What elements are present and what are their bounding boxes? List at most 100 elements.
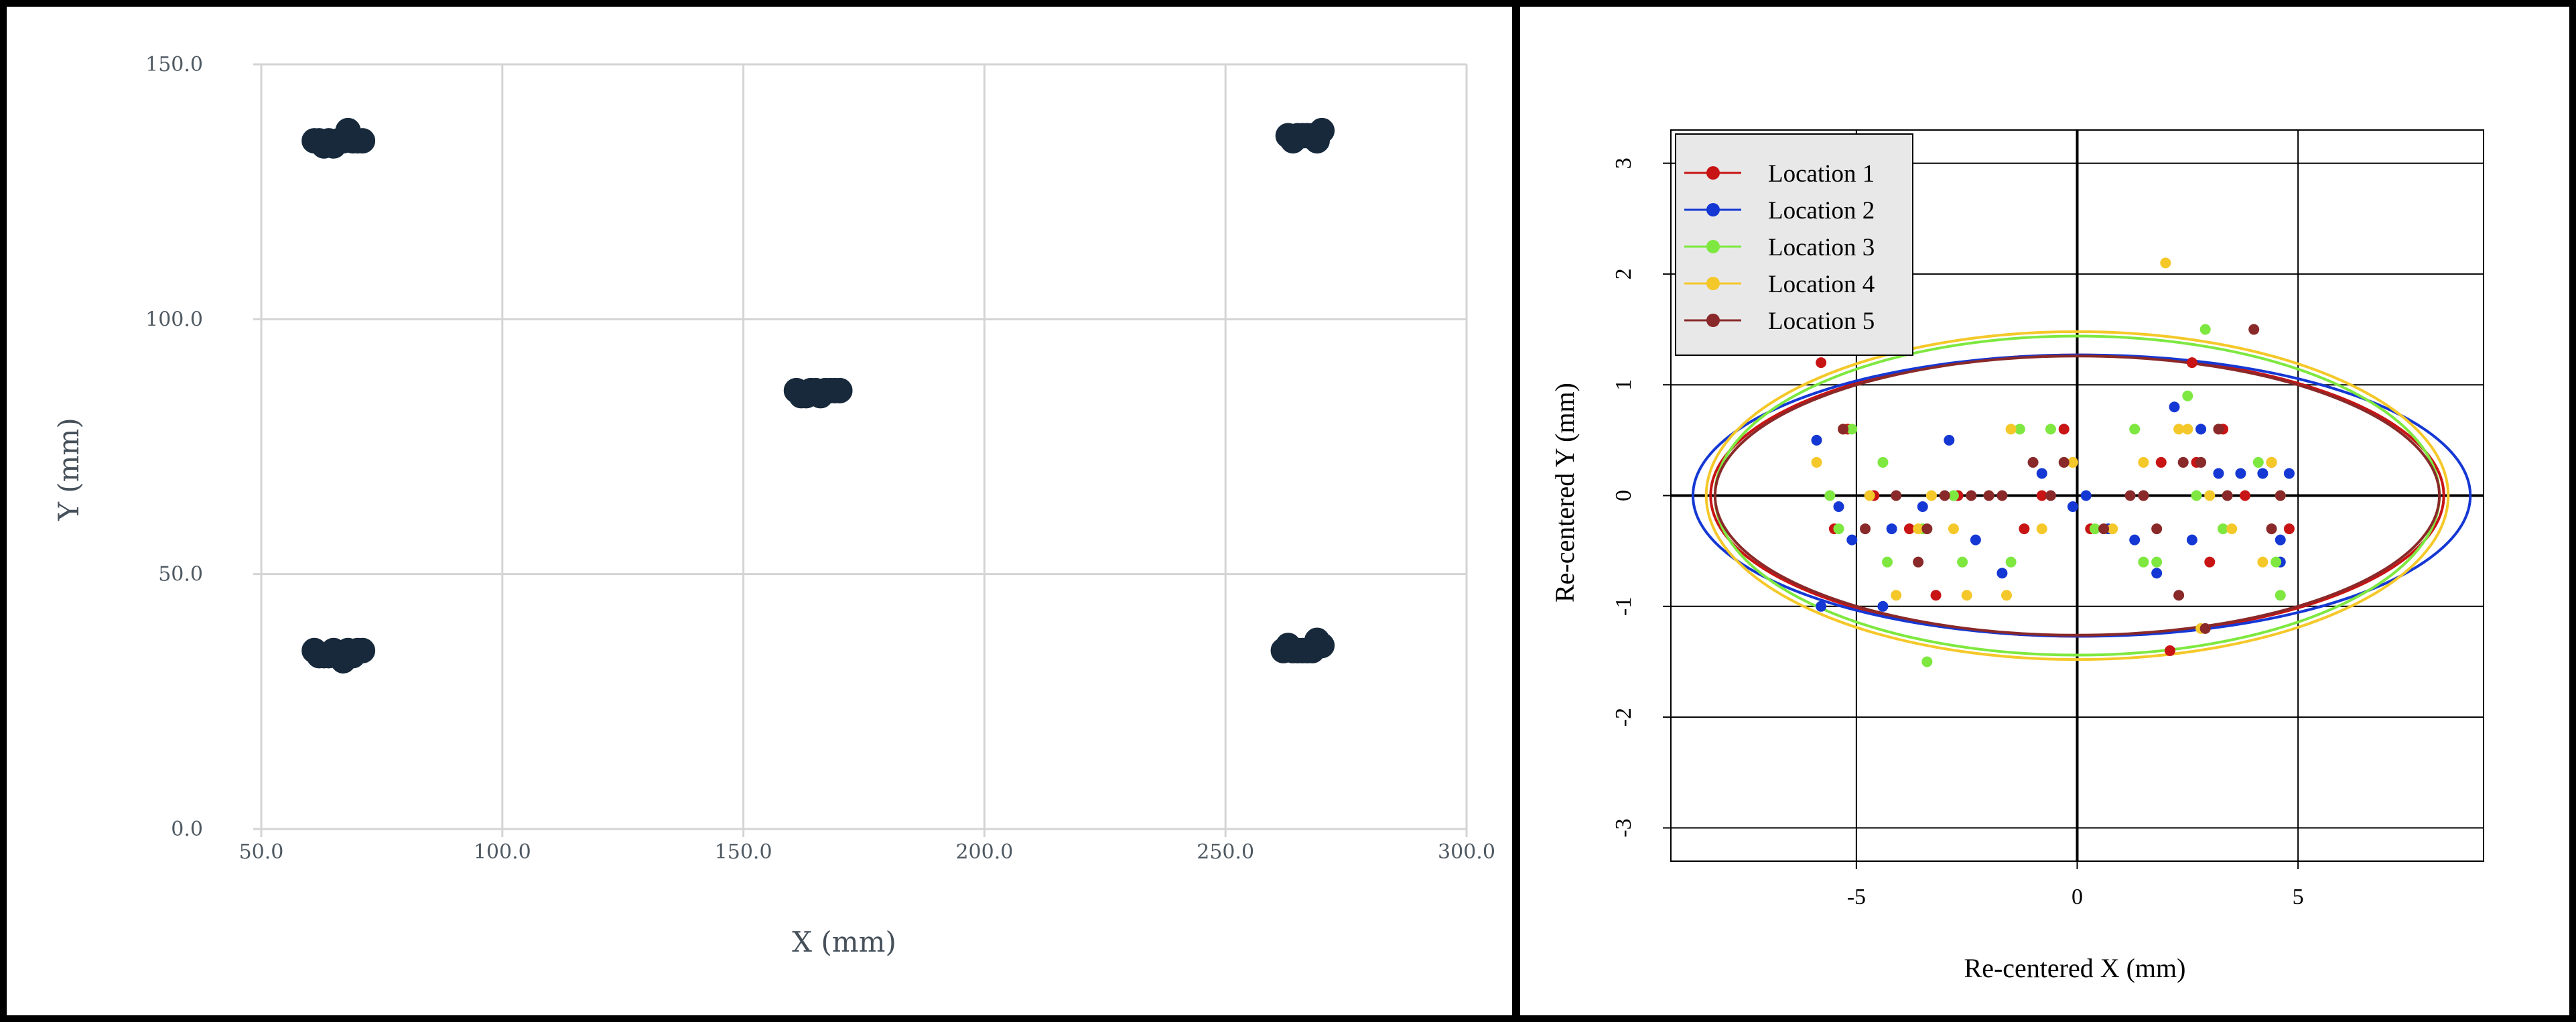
right-point-location-2 bbox=[1886, 523, 1897, 535]
panel-divider bbox=[1512, 0, 1520, 1022]
right-point-location-3 bbox=[1877, 456, 1889, 468]
right-point-location-2 bbox=[2235, 468, 2246, 479]
left-data-point bbox=[803, 377, 829, 403]
right-point-location-2 bbox=[2283, 468, 2295, 479]
right-point-location-4 bbox=[1961, 590, 1972, 601]
right-point-location-5 bbox=[2045, 490, 2056, 501]
right-point-location-1 bbox=[2019, 523, 2030, 535]
right-point-location-4 bbox=[1925, 490, 1937, 501]
right-y-tick-label: 2 bbox=[1611, 268, 1636, 279]
left-x-tick-label: 150.0 bbox=[715, 840, 772, 864]
right-point-location-2 bbox=[1877, 600, 1889, 612]
right-point-location-1 bbox=[2240, 490, 2251, 501]
right-point-location-1 bbox=[1903, 523, 1915, 535]
right-point-location-4 bbox=[1811, 456, 1822, 468]
left-data-point bbox=[1294, 637, 1320, 663]
right-point-location-2 bbox=[1833, 501, 1844, 513]
left-scatter-panel: 50.0 100.0 150.0 200.0 250.0 300.0 0.0 50.0 100.… bbox=[7, 0, 1512, 1022]
right-point-location-2 bbox=[1917, 501, 1928, 513]
right-point-location-5 bbox=[1838, 424, 1849, 435]
right-point-location-1 bbox=[2155, 456, 2167, 468]
right-point-location-5 bbox=[2138, 490, 2149, 501]
right-point-location-4 bbox=[2182, 424, 2193, 435]
right-point-location-3 bbox=[2270, 556, 2282, 568]
right-point-location-1 bbox=[1816, 357, 1827, 369]
right-point-location-3 bbox=[2129, 424, 2141, 435]
right-point-location-3 bbox=[2005, 556, 2017, 568]
left-y-axis-label: Y (mm) bbox=[52, 418, 85, 521]
left-data-point bbox=[827, 377, 853, 403]
right-point-location-5 bbox=[2213, 424, 2224, 435]
left-x-tick-label: 300.0 bbox=[1438, 840, 1495, 864]
right-point-location-3 bbox=[2218, 523, 2229, 535]
right-point-location-5 bbox=[2027, 456, 2039, 468]
right-point-location-1 bbox=[2036, 490, 2047, 501]
left-y-tick-label: 0.0 bbox=[171, 818, 203, 841]
right-point-location-2 bbox=[1996, 568, 2008, 579]
left-data-point bbox=[320, 133, 346, 159]
right-point-location-3 bbox=[2089, 523, 2100, 535]
right-point-location-3 bbox=[2014, 424, 2025, 435]
right-point-location-1 bbox=[1930, 590, 1942, 601]
right-point-location-1 bbox=[2283, 523, 2295, 535]
right-point-location-4 bbox=[1891, 590, 1902, 601]
left-x-axis-label: X (mm) bbox=[792, 925, 896, 958]
right-point-location-5 bbox=[2058, 456, 2070, 468]
right-point-location-4 bbox=[2036, 523, 2047, 535]
right-x-tick-label: -5 bbox=[1847, 885, 1866, 909]
right-point-location-5 bbox=[1966, 490, 1977, 501]
right-point-location-2 bbox=[2080, 490, 2092, 501]
right-point-location-2 bbox=[1970, 534, 1981, 546]
legend-marker-location-2 bbox=[1706, 203, 1720, 216]
right-point-location-3 bbox=[2252, 456, 2264, 468]
right-y-axis-label: Re-centered Y (mm) bbox=[1550, 383, 1580, 602]
right-y-tick-label: 3 bbox=[1611, 157, 1636, 169]
right-point-location-4 bbox=[2226, 523, 2238, 535]
right-point-location-3 bbox=[1833, 523, 1844, 535]
right-point-location-4 bbox=[2266, 456, 2277, 468]
legend-label-location-1: Location 1 bbox=[1768, 160, 1875, 188]
right-point-location-3 bbox=[2275, 590, 2286, 601]
left-x-tick-label: 100.0 bbox=[474, 840, 531, 864]
right-point-location-2 bbox=[1811, 434, 1822, 446]
right-y-tick-label: 0 bbox=[1611, 490, 1636, 501]
right-point-location-5 bbox=[2275, 490, 2286, 501]
right-point-location-5 bbox=[2248, 324, 2260, 335]
left-scatter-chart: 50.0 100.0 150.0 200.0 250.0 300.0 0.0 50.0 100.… bbox=[52, 53, 1495, 958]
right-point-location-5 bbox=[2266, 523, 2277, 535]
right-point-location-4 bbox=[2005, 424, 2017, 435]
left-grid bbox=[253, 63, 1468, 837]
legend-marker-location-4 bbox=[1706, 277, 1720, 290]
right-point-location-5 bbox=[2151, 523, 2163, 535]
right-point-location-3 bbox=[1824, 490, 1836, 501]
right-point-location-5 bbox=[2098, 523, 2110, 535]
right-point-location-4 bbox=[2257, 556, 2268, 568]
right-point-location-2 bbox=[2151, 568, 2163, 579]
right-point-location-4 bbox=[2204, 490, 2216, 501]
left-y-tick-label: 50.0 bbox=[158, 563, 203, 586]
right-point-location-5 bbox=[1983, 490, 1994, 501]
right-point-location-3 bbox=[2138, 556, 2149, 568]
right-point-location-5 bbox=[1939, 490, 1950, 501]
right-point-location-2 bbox=[2036, 468, 2047, 479]
left-data-point bbox=[344, 637, 370, 663]
right-x-tick-label: 5 bbox=[2293, 885, 2304, 909]
left-x-tick-label: 250.0 bbox=[1197, 840, 1254, 864]
legend-marker-location-1 bbox=[1706, 166, 1720, 180]
left-points bbox=[301, 117, 1335, 674]
right-point-location-4 bbox=[2067, 456, 2078, 468]
right-point-location-4 bbox=[2138, 456, 2149, 468]
right-scatter-panel: -5 0 5 -3 -2 -1 0 1 2 3 Location 1 Location 2 Locat… bbox=[1520, 0, 2569, 1022]
right-point-location-2 bbox=[2257, 468, 2268, 479]
right-point-location-5 bbox=[2222, 490, 2233, 501]
right-point-location-5 bbox=[1996, 490, 2008, 501]
right-point-location-5 bbox=[2177, 456, 2189, 468]
right-point-location-4 bbox=[1864, 490, 1875, 501]
right-point-location-2 bbox=[1944, 434, 1955, 446]
right-ellipse-location-5 bbox=[1713, 355, 2441, 637]
right-x-tick-label: 0 bbox=[2072, 885, 2083, 909]
right-point-location-3 bbox=[1882, 556, 1893, 568]
right-point-location-3 bbox=[1846, 424, 1858, 435]
right-point-location-5 bbox=[1860, 523, 1871, 535]
